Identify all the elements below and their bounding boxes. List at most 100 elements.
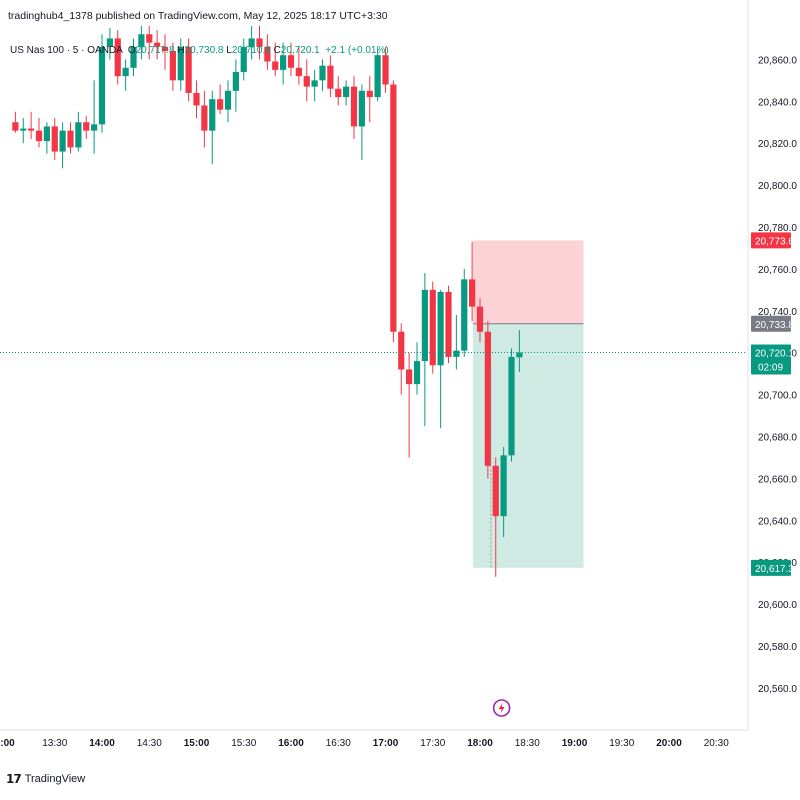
price-tick-label: 20,700.0	[758, 391, 797, 402]
price-tick-label: 20,840.0	[758, 97, 797, 108]
candle-body	[122, 67, 129, 77]
candle-body	[437, 291, 444, 366]
time-tick-label: 14:30	[137, 738, 162, 749]
candle-body	[500, 455, 507, 517]
time-tick-label: 16:00	[278, 738, 304, 749]
price-tick-label: 20,660.0	[758, 474, 797, 485]
candle-body	[256, 38, 263, 47]
price-tick-label: 20,740.0	[758, 307, 797, 318]
tradingview-logo[interactable]: 𝟭𝟳 TradingView	[6, 772, 86, 786]
time-tick-label: 20:00	[656, 738, 682, 749]
price-tag-label: 20,773.6	[755, 236, 794, 247]
candle-body	[327, 65, 334, 89]
candle	[67, 122, 74, 154]
symbol-name[interactable]: US Nas 100 · 5 · OANDA	[10, 45, 123, 56]
candle-body	[240, 46, 247, 72]
time-tick-label: :00	[0, 738, 15, 749]
tradingview-logo-icon: 𝟭𝟳	[6, 772, 22, 786]
candle-body	[516, 352, 523, 358]
candle	[366, 76, 373, 123]
candle	[343, 80, 350, 106]
candle	[248, 25, 255, 60]
candle	[484, 321, 491, 479]
lightning-event-icon[interactable]	[492, 699, 511, 717]
price-tag[interactable]: 20,617.3	[751, 559, 794, 576]
candle-body	[177, 46, 184, 81]
candle-body	[429, 289, 436, 366]
candle-body	[43, 126, 50, 142]
price-tag[interactable]: 20,773.6	[751, 232, 794, 249]
time-tick-label: 19:30	[609, 738, 634, 749]
candle	[303, 59, 310, 102]
candle-body	[146, 34, 153, 43]
price-tag[interactable]: 20,733.8	[751, 315, 794, 332]
candle-body	[445, 291, 452, 357]
price-tick-label: 20,560.0	[758, 684, 797, 695]
candle	[138, 25, 145, 60]
candle-body	[130, 46, 137, 68]
candle-body	[138, 34, 145, 47]
candle	[154, 30, 161, 60]
price-tag[interactable]: 20,720.1 02:09	[751, 344, 794, 375]
countdown-label: 02:09	[758, 362, 783, 373]
price-tick-label: 20,600.0	[758, 600, 797, 611]
price-tag-label: 20,617.3	[755, 564, 794, 575]
candle-body	[232, 71, 239, 91]
candle-body	[272, 61, 279, 70]
time-tick-label: 18:30	[515, 738, 540, 749]
price-tick-label: 20,860.0	[758, 55, 797, 66]
candle-body	[280, 55, 287, 70]
candle	[461, 268, 468, 357]
candle	[398, 323, 405, 395]
candle-body	[91, 124, 98, 131]
time-tick-label: 20:30	[704, 738, 729, 749]
candle	[476, 298, 484, 343]
candle	[122, 59, 129, 91]
candle-body	[358, 90, 365, 127]
candle	[98, 34, 106, 133]
candle-body	[303, 76, 310, 87]
take-profit-zone	[473, 323, 584, 568]
ohlc-values: O20,717.8 H20,730.8 L20,710.8 C20,720.1 …	[127, 45, 389, 56]
candle-body	[20, 128, 27, 131]
candle-body	[413, 361, 421, 385]
price-tag-label: 20,720.1	[755, 348, 794, 359]
candle-body	[12, 122, 19, 131]
candle	[161, 34, 169, 70]
candle	[169, 42, 176, 91]
candle	[20, 118, 27, 144]
candle-body	[295, 67, 302, 77]
time-axis: :00 13:30 14:00 14:30 15:00 15:30 16:00 16:30 17…	[0, 729, 748, 749]
candle-body	[492, 465, 499, 517]
candle-body	[350, 86, 358, 127]
time-tick-label: 14:00	[89, 738, 115, 749]
candle-body	[366, 90, 373, 98]
candle	[319, 59, 326, 91]
candle-body	[319, 65, 326, 81]
candle	[43, 122, 50, 154]
price-tick-label: 20,780.0	[758, 223, 797, 234]
candle	[406, 352, 413, 458]
open-value: 20,717.8	[135, 45, 175, 56]
candle	[280, 42, 287, 85]
stop-loss-zone	[473, 240, 584, 324]
candle-body	[193, 92, 200, 106]
candle	[185, 38, 192, 102]
candle	[327, 55, 334, 98]
price-tick-label: 20,680.0	[758, 433, 797, 444]
candle-body	[28, 128, 35, 131]
candles	[12, 25, 523, 577]
candle	[264, 34, 271, 70]
candle-body	[35, 130, 43, 142]
candle-body	[75, 122, 82, 148]
candle	[51, 118, 58, 160]
candle	[429, 281, 436, 374]
candle	[232, 59, 239, 112]
candle	[335, 76, 342, 106]
candle-body	[398, 331, 405, 370]
candle-body	[169, 51, 176, 81]
candle-body	[469, 279, 476, 307]
candle-body	[154, 42, 161, 47]
candle-body	[98, 46, 106, 125]
